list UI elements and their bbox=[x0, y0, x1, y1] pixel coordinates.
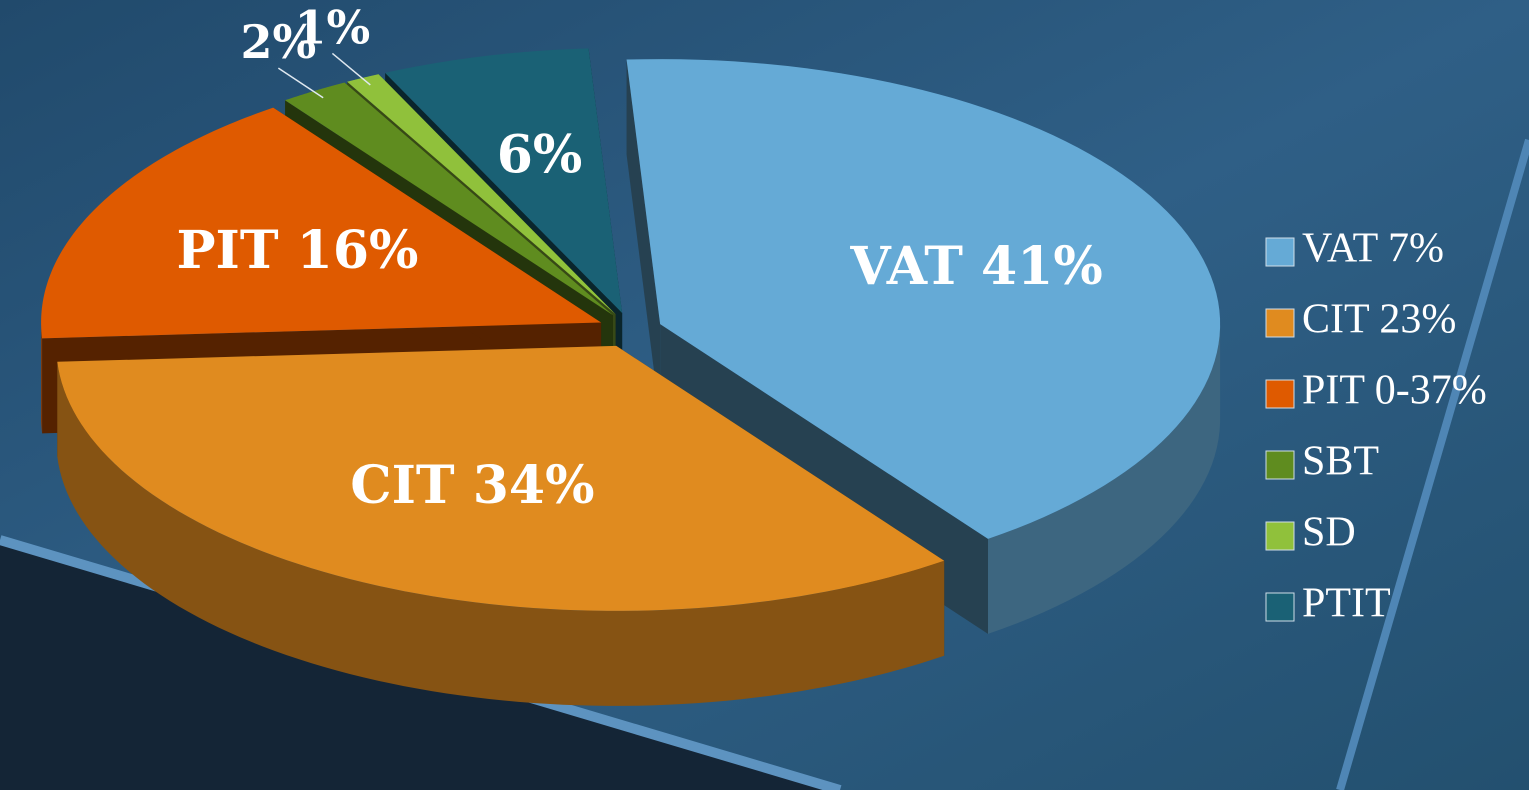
data-label: 2% bbox=[241, 15, 317, 69]
legend-swatch bbox=[1265, 308, 1295, 338]
slice-wall bbox=[41, 318, 43, 434]
legend-label: PTIT bbox=[1302, 581, 1391, 627]
slice-top bbox=[626, 59, 1221, 539]
slice-top bbox=[385, 48, 623, 313]
legend: VAT 7% CIT 23% PIT 0-37% SBT SD PTIT bbox=[1265, 226, 1487, 627]
slice bbox=[57, 345, 945, 706]
data-label: CIT 34% bbox=[350, 455, 594, 516]
slice-top bbox=[41, 107, 602, 339]
pie: VAT 41% CIT 34% PIT 16% 2%1% 6% bbox=[41, 0, 1221, 706]
legend-swatch bbox=[1265, 450, 1295, 480]
leader-line bbox=[331, 52, 371, 86]
legend-swatch bbox=[1265, 379, 1295, 409]
data-label: 1% bbox=[295, 0, 371, 54]
slice bbox=[41, 107, 602, 434]
legend-label: CIT 23% bbox=[1302, 297, 1456, 343]
slice-top bbox=[285, 82, 613, 316]
legend-label: SBT bbox=[1302, 439, 1379, 485]
data-label: VAT 41% bbox=[849, 236, 1102, 297]
legend-label: PIT 0-37% bbox=[1302, 368, 1487, 414]
slice-wall bbox=[988, 327, 1221, 634]
data-label: 6% bbox=[497, 124, 583, 185]
legend-label: SD bbox=[1302, 510, 1356, 556]
legend-swatch bbox=[1265, 237, 1295, 267]
data-label: PIT 16% bbox=[176, 220, 418, 281]
leader-line bbox=[277, 67, 324, 99]
legend-swatch bbox=[1265, 521, 1295, 551]
slice-wall bbox=[57, 361, 945, 706]
slice-top bbox=[347, 74, 616, 315]
legend-label: VAT 7% bbox=[1302, 226, 1444, 272]
decor-line bbox=[1336, 138, 1529, 790]
slice-side bbox=[626, 59, 661, 420]
legend-swatch bbox=[1265, 592, 1295, 622]
slice-top bbox=[57, 345, 945, 611]
